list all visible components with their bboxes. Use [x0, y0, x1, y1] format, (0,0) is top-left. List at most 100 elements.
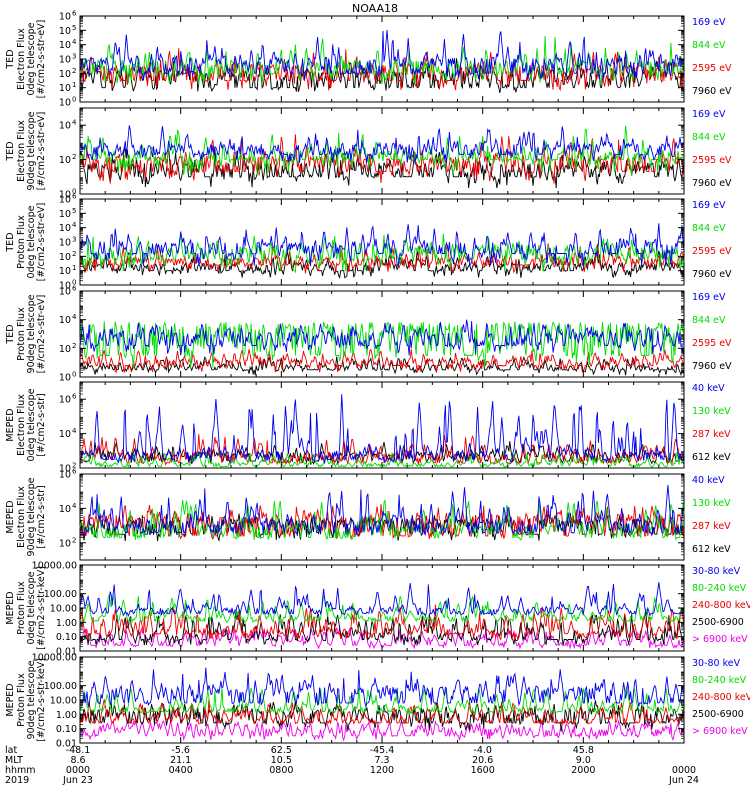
- legend: 169 eV 844 eV 2595 eV 7960 eV: [692, 200, 732, 280]
- legend-entry: 130 keV: [692, 406, 731, 417]
- y-tick-label: 10: [59, 26, 71, 37]
- legend-entry: 2595 eV: [692, 338, 732, 349]
- y-axis-label-line: Proton Flux: [16, 307, 27, 361]
- y-tick-exponent: 4: [72, 221, 77, 229]
- y-axis-label-line: TED: [5, 324, 16, 344]
- x-tick-label-hhmm: 1600: [471, 765, 495, 776]
- legend-entry: 2595 eV: [692, 246, 732, 257]
- legend-entry: 169 eV: [692, 109, 726, 120]
- y-tick-label: 10000.00: [32, 653, 77, 664]
- legend-entry: 844 eV: [692, 132, 726, 143]
- y-tick-label: 10: [59, 40, 71, 51]
- series-line-1: [79, 134, 685, 184]
- y-tick-exponent: 0: [72, 279, 76, 287]
- y-tick-label: 10: [59, 252, 71, 263]
- y-axis-label-line: Electron Flux: [16, 120, 27, 182]
- y-tick-exponent: 2: [72, 153, 76, 161]
- legend: 169 eV 844 eV 2595 eV 7960 eV: [692, 292, 732, 372]
- y-tick-label: 10: [59, 281, 71, 292]
- legend-entry: 844 eV: [692, 40, 726, 51]
- y-tick-label: 10: [59, 12, 71, 23]
- series-line-2: [79, 699, 685, 725]
- y-tick-exponent: 6: [72, 285, 77, 293]
- y-tick-label: 10.00: [50, 696, 77, 707]
- legend-entry: 612 keV: [692, 452, 731, 463]
- y-tick-label: 10: [59, 266, 71, 277]
- y-tick-label: 10: [59, 395, 71, 406]
- y-axis-label: MEPED Electron Flux 90deg telescope [#/cm2-…: [5, 477, 47, 556]
- legend-entry: 2500-6900: [692, 709, 744, 720]
- y-tick-exponent: 2: [72, 250, 76, 258]
- series-line-2: [79, 321, 685, 369]
- legend-entry: 169 eV: [692, 17, 726, 28]
- y-tick-exponent: 2: [72, 342, 76, 350]
- y-axis-label-line: 90deg telescope: [26, 111, 37, 190]
- y-tick-exponent: 2: [72, 536, 76, 544]
- legend-entry: 7960 eV: [692, 269, 732, 280]
- y-axis-label-line: MEPED: [5, 683, 16, 716]
- y-axis-label-line: TED: [5, 141, 16, 161]
- y-tick-exponent: 4: [72, 119, 77, 127]
- y-tick-label: 10000.00: [32, 561, 77, 572]
- y-axis-label: TED Electron Flux 0deg telescope [#/cm2-s-s…: [5, 20, 47, 99]
- legend: 30-80 keV 80-240 keV 240-800 keV 2500-6900 >…: [692, 658, 750, 737]
- y-tick-exponent: 5: [72, 207, 76, 215]
- y-tick-label: 10: [59, 121, 71, 132]
- y-tick-label: 10: [59, 155, 71, 166]
- x-tick-label-date: Jun 23: [62, 775, 93, 786]
- y-axis-label-line: [#/cm2-s-str]: [36, 485, 47, 548]
- traces: [79, 125, 685, 189]
- x-row-label: MLT: [5, 755, 23, 766]
- legend: 40 keV 130 keV 287 keV 612 keV: [692, 383, 731, 463]
- series-line-2: [79, 498, 685, 541]
- series-line-2: [80, 233, 685, 274]
- legend: 30-80 keV 80-240 keV 240-800 keV 2500-6900 >…: [692, 566, 750, 645]
- y-axis-label: TED Proton Flux 0deg telescope [#/cm2-s-str…: [5, 203, 47, 282]
- y-tick-label: 0.10: [56, 632, 77, 643]
- legend-entry: 80-240 keV: [692, 583, 747, 594]
- y-axis-label-line: 0deg telescope: [26, 571, 37, 644]
- y-tick-label: 10: [59, 69, 71, 80]
- y-tick-label: 10: [59, 315, 71, 326]
- x-tick-label-mlt: 10.5: [271, 755, 292, 766]
- y-axis-label-line: 90deg telescope: [26, 660, 37, 739]
- series-line-3: [79, 394, 685, 465]
- legend-entry: 7960 eV: [692, 361, 732, 372]
- y-tick-label: 0.10: [56, 724, 77, 735]
- y-tick-exponent: 1: [72, 81, 76, 89]
- y-tick-label: 10: [59, 209, 71, 220]
- x-tick-label-lat: -5.6: [171, 745, 190, 756]
- series-line-3: [79, 686, 685, 715]
- y-tick-exponent: 6: [72, 468, 77, 476]
- x-row-label: lat: [5, 745, 17, 756]
- y-tick-exponent: 6: [72, 10, 77, 18]
- y-axis-label: MEPED Proton Flux 90deg telescope [#/cm2-s-…: [5, 658, 47, 742]
- x-tick-label-hhmm: 0800: [269, 765, 293, 776]
- traces: [79, 667, 685, 742]
- y-tick-label: 10: [59, 344, 71, 355]
- series-line-2: [79, 604, 685, 641]
- legend-entry: 2595 eV: [692, 155, 732, 166]
- y-tick-exponent: 0: [72, 188, 76, 196]
- x-tick-label-hhmm: 2000: [571, 765, 595, 776]
- y-tick-exponent: 2: [72, 462, 76, 470]
- legend-entry: 169 eV: [692, 292, 726, 303]
- y-tick-exponent: 2: [72, 67, 76, 75]
- plot-frame: [79, 198, 685, 286]
- legend: 169 eV 844 eV 2595 eV 7960 eV: [692, 109, 732, 189]
- series-line-4: [79, 667, 685, 709]
- series-line-3: [79, 319, 685, 356]
- y-tick-exponent: 0: [72, 371, 76, 379]
- y-tick-label: 10: [59, 98, 71, 109]
- legend-entry: 130 keV: [692, 498, 731, 509]
- legend-entry: 612 keV: [692, 544, 731, 555]
- x-tick-label-hhmm: 0400: [169, 765, 193, 776]
- legend-entry: 30-80 keV: [692, 658, 741, 669]
- series-line-3: [79, 223, 685, 268]
- legend-entry: 287 keV: [692, 521, 731, 532]
- y-tick-label: 100.00: [44, 681, 77, 692]
